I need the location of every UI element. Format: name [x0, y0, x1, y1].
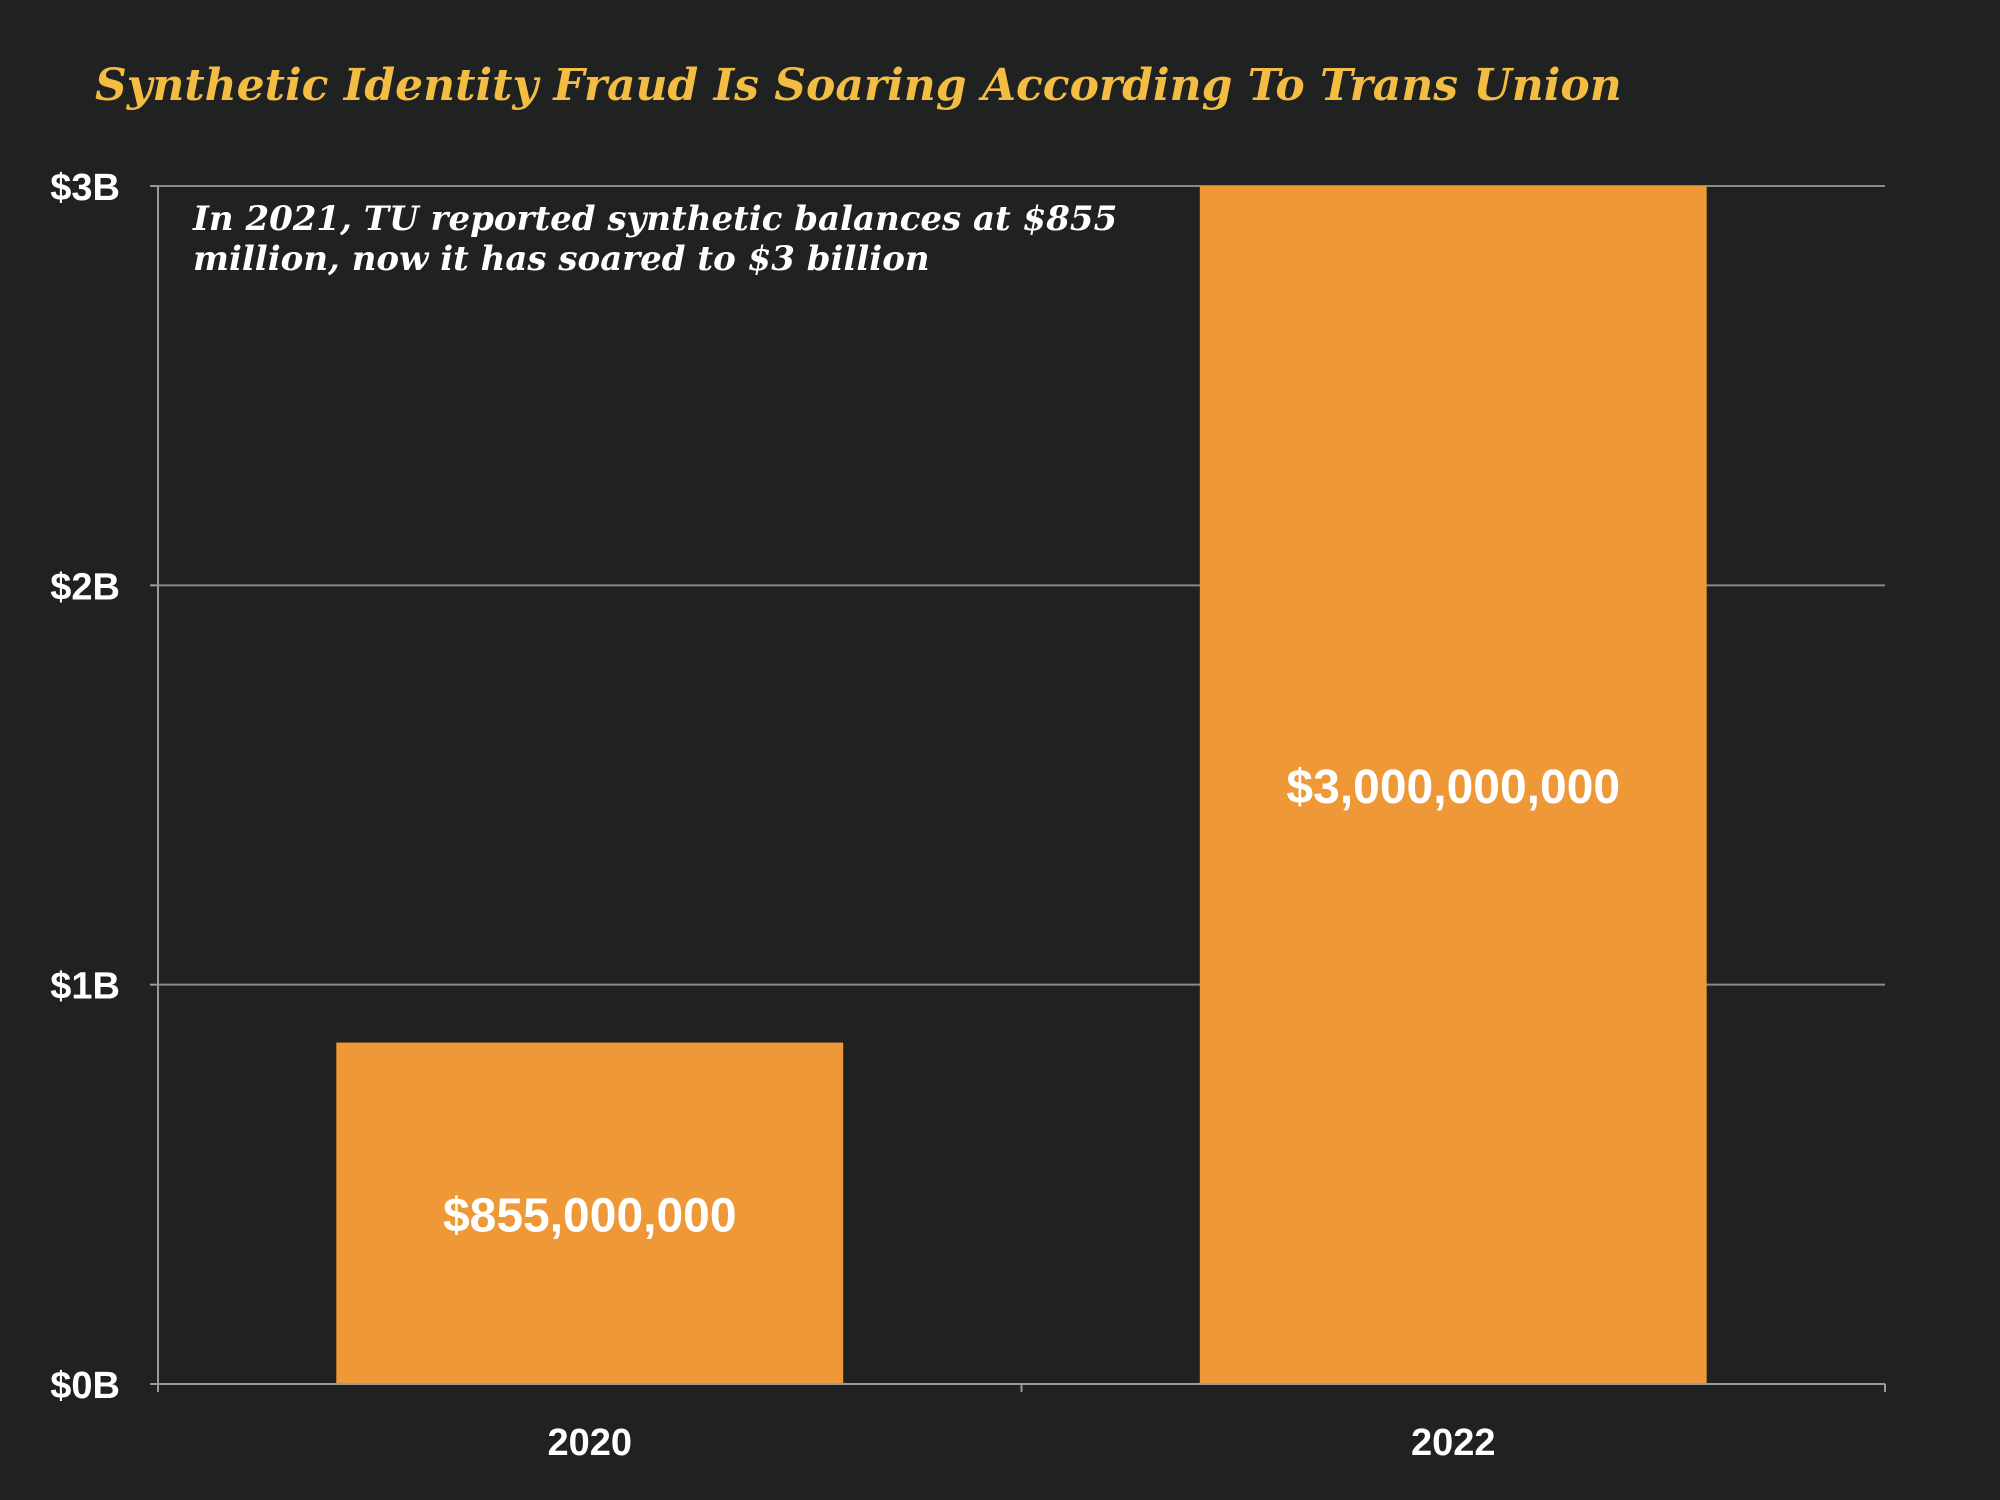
bar-value-label: $3,000,000,000	[1286, 761, 1620, 814]
y-tick-label: $0B	[50, 1365, 120, 1407]
bar-value-label: $855,000,000	[443, 1189, 737, 1242]
x-tick-label: 2022	[1411, 1422, 1496, 1464]
annotation-line-2: million, now it has soared to $3 billion	[193, 239, 930, 279]
chart-title: Synthetic Identity Fraud Is Soaring Acco…	[95, 60, 1622, 111]
bar-value-labels: $855,000,000 $3,000,000,000	[443, 761, 1620, 1242]
x-tick-label: 2020	[547, 1422, 632, 1464]
y-axis-ticks: $0B $1B $2B $3B	[50, 167, 158, 1407]
annotation-line-1: In 2021, TU reported synthetic balances …	[192, 199, 1117, 239]
y-tick-label: $1B	[50, 966, 120, 1008]
y-tick-label: $3B	[50, 167, 120, 209]
annotation-text: In 2021, TU reported synthetic balances …	[192, 199, 1129, 279]
bar-2022	[1199, 186, 1707, 1384]
bars	[336, 186, 1707, 1384]
bar-2020	[336, 1042, 844, 1384]
x-axis-ticks: 2020 2022	[157, 1384, 1886, 1464]
y-tick-label: $2B	[50, 566, 120, 608]
